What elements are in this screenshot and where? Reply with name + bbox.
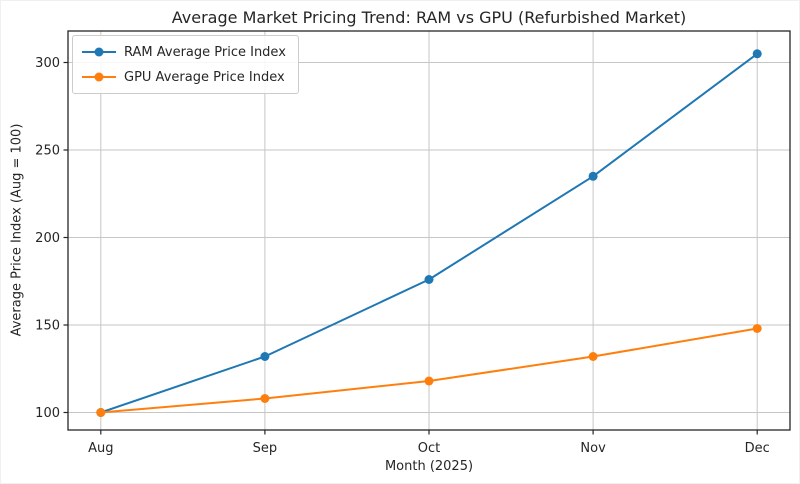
- x-tick-label: Sep: [253, 441, 278, 456]
- data-point-marker: [260, 394, 270, 403]
- legend-item: RAM Average Price Index: [81, 41, 286, 63]
- data-point-marker: [588, 352, 598, 361]
- y-tick-label: 100: [35, 406, 60, 421]
- x-tick-label: Aug: [88, 441, 113, 456]
- x-tick-label: Dec: [745, 441, 770, 456]
- x-tick-label: Nov: [580, 441, 606, 456]
- chart-title: Average Market Pricing Trend: RAM vs GPU…: [171, 8, 687, 27]
- legend-item: GPU Average Price Index: [81, 66, 286, 88]
- data-point-marker: [424, 275, 434, 284]
- legend-label: GPU Average Price Index: [124, 69, 285, 85]
- y-tick-label: 250: [35, 144, 60, 159]
- data-point-marker: [260, 352, 270, 361]
- data-point-marker: [96, 408, 106, 417]
- x-axis-label: Month (2025): [384, 459, 474, 474]
- y-tick-label: 200: [35, 231, 60, 246]
- legend-label: RAM Average Price Index: [124, 44, 286, 60]
- y-tick-label: 150: [35, 319, 60, 334]
- data-point-marker: [752, 49, 762, 59]
- x-tick-label: Oct: [418, 441, 440, 456]
- legend-line-marker-icon: [82, 47, 116, 57]
- data-point-marker: [588, 171, 598, 181]
- y-axis-label: Average Price Index (Aug = 100): [9, 123, 25, 337]
- legend: RAM Average Price Index GPU Average Price…: [72, 35, 299, 94]
- legend-line-marker-icon: [82, 72, 116, 82]
- data-point-marker: [752, 324, 762, 333]
- data-point-marker: [424, 376, 434, 386]
- y-tick-label: 300: [35, 56, 60, 71]
